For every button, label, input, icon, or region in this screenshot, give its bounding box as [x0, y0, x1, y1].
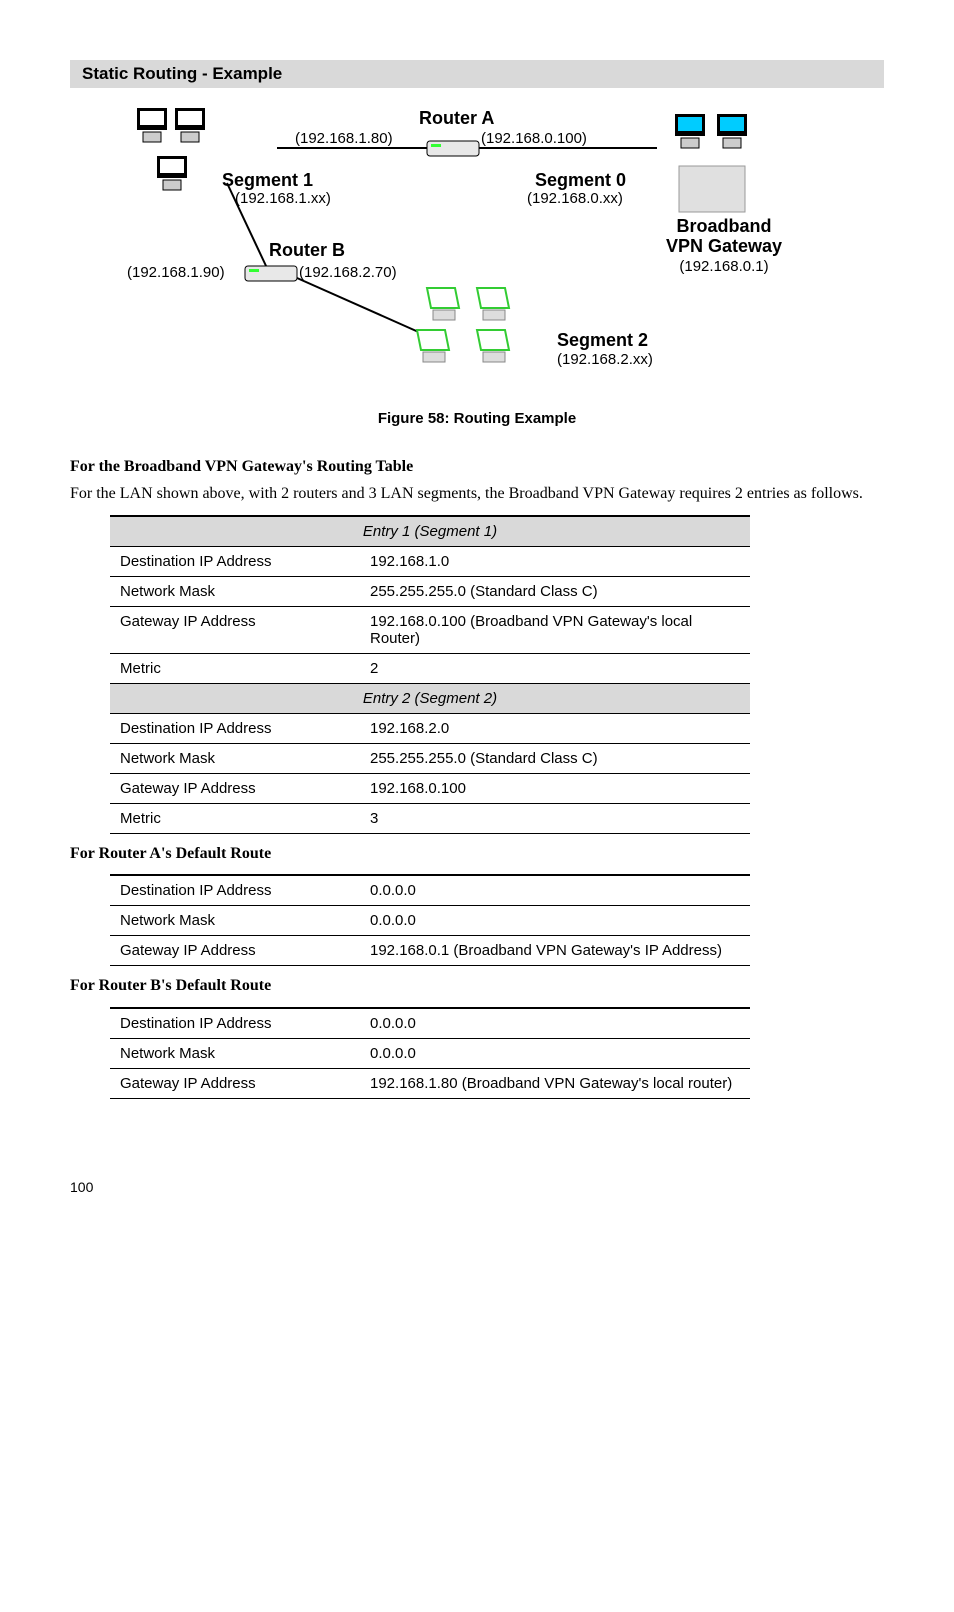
router-b-left-ip: (192.168.1.90)	[127, 264, 225, 281]
gateway-icon	[679, 166, 745, 212]
gateway-line1: Broadband	[649, 216, 799, 237]
table-cell-value: 192.168.0.100	[360, 773, 750, 803]
section-heading-text: Static Routing - Example	[82, 64, 282, 84]
router-a-right-ip: (192.168.0.100)	[481, 130, 587, 147]
table-cell-value: 0.0.0.0	[360, 1008, 750, 1039]
table-cell-value: 0.0.0.0	[360, 906, 750, 936]
table-cell-label: Destination IP Address	[110, 546, 360, 576]
table-cell-value: 3	[360, 803, 750, 833]
table-cell-label: Destination IP Address	[110, 875, 360, 906]
table-cell-value: 255.255.255.0 (Standard Class C)	[360, 743, 750, 773]
table-cell-label: Network Mask	[110, 743, 360, 773]
routing-table: Destination IP Address0.0.0.0Network Mas…	[110, 874, 750, 966]
table-cell-label: Gateway IP Address	[110, 606, 360, 653]
gateway-line2: VPN Gateway	[649, 236, 799, 257]
table-cell-value: 255.255.255.0 (Standard Class C)	[360, 576, 750, 606]
router-b-label: Router B	[269, 240, 345, 261]
router-b-right-ip: (192.168.2.70)	[299, 264, 397, 281]
pc-cluster-right-icon	[675, 114, 747, 148]
segment1-label: Segment 1	[222, 170, 313, 191]
segment2-label: Segment 2	[557, 330, 648, 351]
page-footer: 100	[70, 1179, 884, 1195]
figure-caption: Figure 58: Routing Example	[70, 410, 884, 427]
table-cell-value: 0.0.0.0	[360, 1039, 750, 1069]
segment1-subnet: (192.168.1.xx)	[235, 190, 331, 207]
segment2-subnet: (192.168.2.xx)	[557, 351, 653, 368]
router-a-icon	[427, 141, 479, 156]
page-container: Static Routing - Example	[0, 0, 954, 1275]
table-cell-value: 192.168.0.100 (Broadband VPN Gateway's l…	[360, 606, 750, 653]
segment0-label: Segment 0	[535, 170, 626, 191]
router-a-left-ip: (192.168.1.80)	[295, 130, 393, 147]
router-b-icon	[245, 266, 297, 281]
para-heading: For the Broadband VPN Gateway's Routing …	[70, 458, 413, 475]
routing-table: Destination IP Address0.0.0.0Network Mas…	[110, 1007, 750, 1099]
table-cell-value: 192.168.1.0	[360, 546, 750, 576]
router-a-label: Router A	[419, 108, 494, 129]
table-cell-label: Destination IP Address	[110, 1008, 360, 1039]
subsection-heading: For Router B's Default Route	[70, 977, 271, 994]
table-cell-label: Gateway IP Address	[110, 1069, 360, 1099]
table-cell-label: Network Mask	[110, 1039, 360, 1069]
table-cell-value: 192.168.2.0	[360, 713, 750, 743]
network-diagram: Router A (192.168.1.80) (192.168.0.100) …	[127, 108, 827, 398]
table-cell-value: 0.0.0.0	[360, 875, 750, 906]
segment0-subnet: (192.168.0.xx)	[527, 190, 623, 207]
gateway-ip: (192.168.0.1)	[649, 258, 799, 275]
pc-cluster-seg2-icon	[417, 288, 509, 362]
section-heading-bar: Static Routing - Example	[70, 60, 884, 88]
table-cell-label: Metric	[110, 803, 360, 833]
subsection-heading: For Router A's Default Route	[70, 845, 271, 862]
table-section-title: Entry 1 (Segment 1)	[110, 516, 750, 547]
table-cell-value: 2	[360, 653, 750, 683]
table-cell-value: 192.168.0.1 (Broadband VPN Gateway's IP …	[360, 936, 750, 966]
table-cell-label: Metric	[110, 653, 360, 683]
table-cell-label: Gateway IP Address	[110, 936, 360, 966]
table-cell-value: 192.168.1.80 (Broadband VPN Gateway's lo…	[360, 1069, 750, 1099]
router-tables-container: For Router A's Default Route Destination …	[70, 844, 884, 1100]
table-cell-label: Destination IP Address	[110, 713, 360, 743]
routing-table-main: Entry 1 (Segment 1)Destination IP Addres…	[110, 515, 750, 834]
table-cell-label: Network Mask	[110, 906, 360, 936]
table-section-title: Entry 2 (Segment 2)	[110, 683, 750, 713]
para-body: For the LAN shown above, with 2 routers …	[70, 484, 884, 505]
pc-cluster-left-icon	[137, 108, 205, 190]
table-cell-label: Network Mask	[110, 576, 360, 606]
footer-page-number: 100	[70, 1179, 93, 1195]
table-cell-label: Gateway IP Address	[110, 773, 360, 803]
